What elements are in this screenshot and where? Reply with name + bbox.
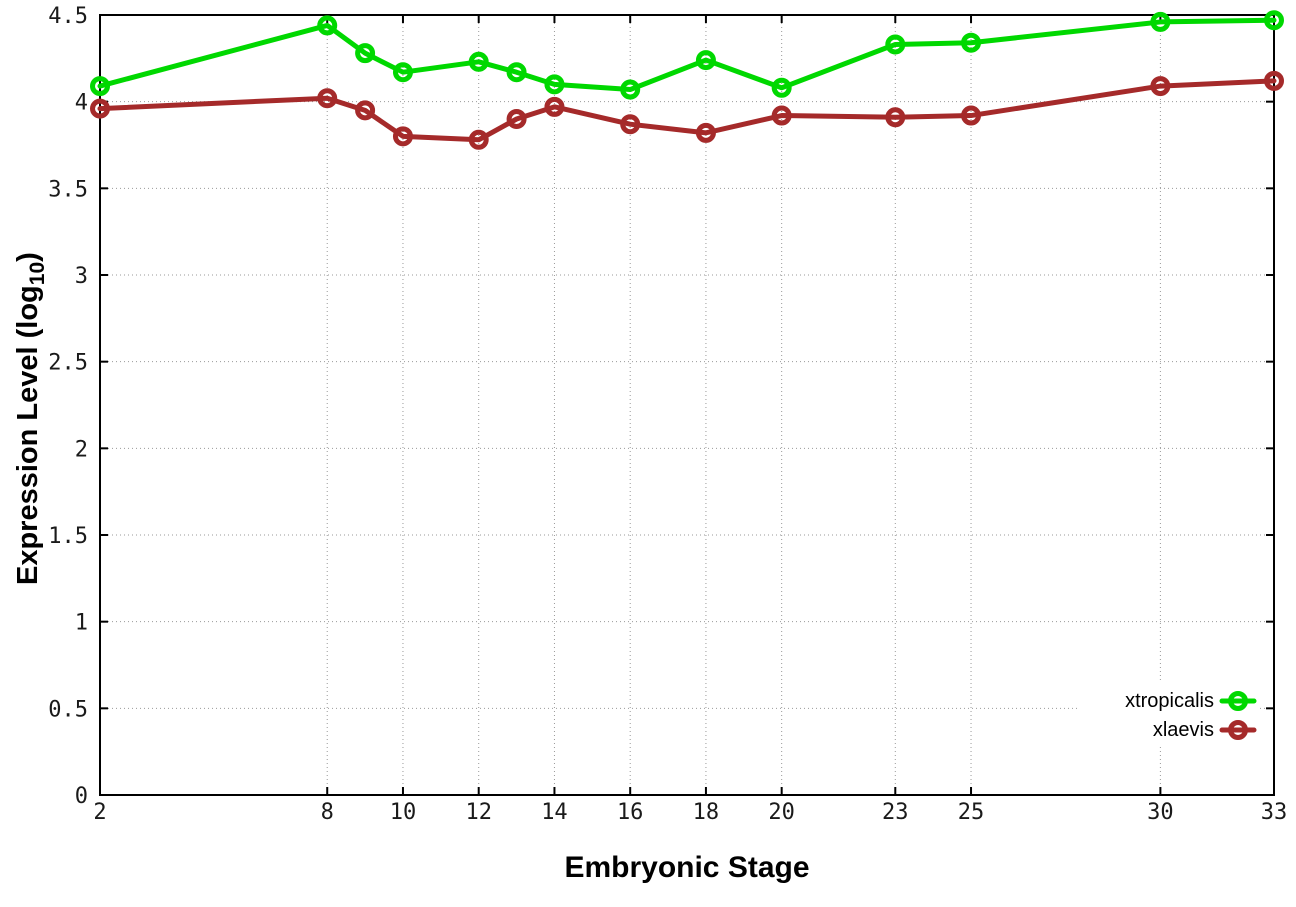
x-tick-label: 30 bbox=[1147, 800, 1174, 825]
y-tick-label: 2.5 bbox=[48, 351, 88, 376]
y-axis-title-main: Expression Level (log bbox=[12, 285, 44, 585]
data-point-xlaevis bbox=[544, 96, 565, 117]
x-tick-label: 18 bbox=[693, 800, 720, 825]
data-point-xtropicalis bbox=[506, 62, 527, 83]
plot-frame-layer bbox=[99, 14, 1275, 796]
y-axis-title: Expression Level (log10) bbox=[12, 252, 49, 585]
x-tick-label: 16 bbox=[617, 800, 644, 825]
data-point-xtropicalis bbox=[90, 76, 110, 97]
data-point-xtropicalis bbox=[695, 50, 716, 71]
legend-label-xtropicalis: xtropicalis bbox=[1125, 690, 1214, 712]
legend-background-layer bbox=[1078, 683, 1258, 747]
x-tick-label: 14 bbox=[541, 800, 568, 825]
y-tick-label: 4.5 bbox=[48, 4, 88, 29]
legend-sample-point-xtropicalis bbox=[1228, 691, 1248, 711]
data-point-xlaevis bbox=[355, 100, 376, 121]
data-point-xlaevis bbox=[468, 129, 489, 150]
data-point-xtropicalis bbox=[1150, 11, 1171, 32]
y-tick-label: 1 bbox=[75, 611, 88, 636]
y-tick-label: 4 bbox=[75, 91, 88, 116]
y-axis-title-close: ) bbox=[12, 252, 44, 262]
y-tick-label: 0 bbox=[75, 784, 88, 809]
y-tick-label: 3.5 bbox=[48, 177, 88, 202]
data-point-xlaevis bbox=[90, 98, 110, 119]
y-tick-label: 1.5 bbox=[48, 524, 88, 549]
data-point-xtropicalis bbox=[355, 43, 376, 64]
data-point-xlaevis bbox=[1264, 70, 1284, 91]
x-tick-label: 2 bbox=[93, 800, 106, 825]
data-point-xlaevis bbox=[885, 107, 906, 128]
y-tick-label: 0.5 bbox=[48, 697, 88, 722]
y-tick-label: 3 bbox=[75, 264, 88, 289]
data-point-xtropicalis bbox=[468, 51, 489, 72]
data-point-xtropicalis bbox=[885, 34, 906, 55]
legend-background bbox=[1078, 683, 1258, 747]
y-tick-label: 2 bbox=[75, 437, 88, 462]
series-line-xtropicalis bbox=[97, 17, 1277, 93]
data-point-xlaevis bbox=[392, 126, 413, 147]
data-point-xtropicalis bbox=[392, 62, 413, 83]
series-line-xlaevis bbox=[97, 78, 1277, 143]
plot-border bbox=[99, 14, 1275, 796]
data-point-xlaevis bbox=[771, 105, 792, 126]
data-point-xlaevis bbox=[506, 109, 527, 129]
data-point-xlaevis bbox=[317, 88, 338, 109]
y-axis-title-subscript: 10 bbox=[26, 262, 49, 285]
x-axis-title: Embryonic Stage bbox=[564, 851, 809, 884]
data-point-xtropicalis bbox=[961, 32, 982, 53]
data-point-xlaevis bbox=[695, 122, 716, 143]
data-point-xtropicalis bbox=[544, 74, 565, 95]
data-point-xlaevis bbox=[1150, 76, 1171, 97]
legend-label-xlaevis: xlaevis bbox=[1152, 719, 1214, 741]
data-point-xtropicalis bbox=[620, 79, 641, 100]
x-tick-label: 23 bbox=[882, 800, 909, 825]
x-tick-label: 12 bbox=[465, 800, 492, 825]
legend-sample-point-xlaevis bbox=[1228, 720, 1248, 740]
tick-labels-layer: 2 8 10 12 14 16 18 20 23 25 30 33 0 0.5 1 1.5 2 2.5 3 3.5 4 4… bbox=[48, 4, 1287, 825]
x-tick-label: 8 bbox=[321, 800, 334, 825]
x-tick-label: 20 bbox=[768, 800, 795, 825]
x-tick-label: 25 bbox=[958, 800, 985, 825]
series-layer bbox=[90, 10, 1284, 740]
x-tick-label: 33 bbox=[1261, 800, 1288, 825]
data-point-xlaevis bbox=[620, 114, 641, 135]
data-point-xtropicalis bbox=[771, 77, 792, 98]
data-point-xtropicalis bbox=[317, 15, 338, 36]
x-tick-label: 10 bbox=[390, 800, 417, 825]
data-point-xlaevis bbox=[961, 105, 982, 126]
data-point-xtropicalis bbox=[1264, 10, 1284, 31]
